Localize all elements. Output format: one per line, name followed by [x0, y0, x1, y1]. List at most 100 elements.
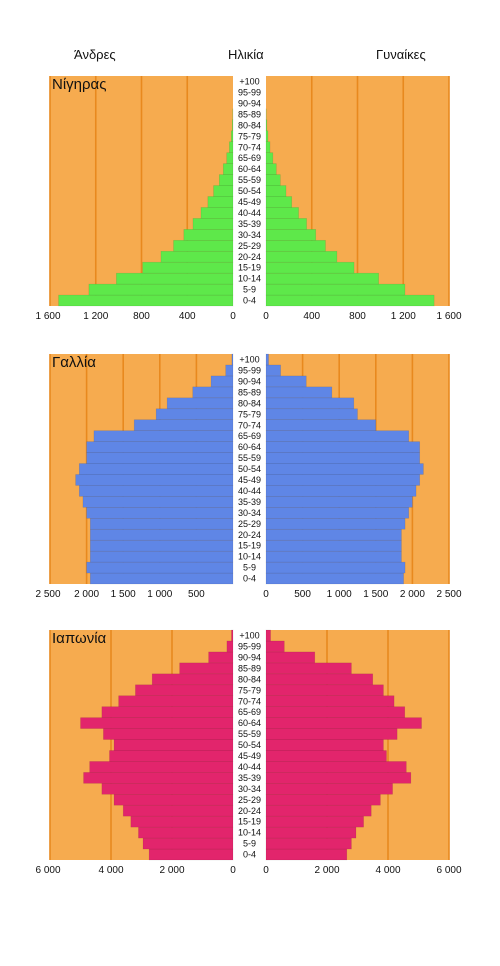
pyramid-svg: 0-45-910-1415-1920-2425-2930-3435-3940-4… — [35, 629, 462, 876]
bar-men-95-99 — [226, 640, 234, 653]
bar-men-0-4 — [148, 848, 234, 861]
bar-women-+100 — [265, 353, 269, 366]
x-tick-label-left: 1 000 — [147, 589, 172, 600]
bar-women-65-69 — [265, 706, 406, 718]
bar-women-40-44 — [265, 761, 407, 773]
age-label: 60-64 — [238, 164, 261, 174]
x-tick-label-right: 800 — [349, 311, 366, 322]
bar-men-40-44 — [78, 485, 234, 497]
bar-men-25-29 — [89, 517, 234, 530]
bar-men-60-64 — [222, 163, 234, 175]
chart-title: Ιαπωνία — [52, 630, 107, 647]
bar-men-35-39 — [83, 772, 234, 784]
bar-men-25-29 — [173, 239, 234, 252]
age-label: 30-34 — [238, 230, 261, 240]
bar-women-+100 — [265, 629, 271, 642]
age-label: 65-69 — [238, 153, 261, 163]
bar-women-25-29 — [265, 517, 406, 530]
bar-women-75-79 — [265, 684, 384, 697]
age-label: 75-79 — [238, 685, 261, 695]
bar-men-75-79 — [155, 408, 234, 421]
age-label: 60-64 — [238, 442, 261, 452]
bar-women-30-34 — [265, 229, 317, 241]
bar-women-10-14 — [265, 550, 402, 563]
x-tick-label-left: 800 — [133, 311, 150, 322]
bar-men-50-54 — [78, 463, 234, 475]
bar-men-5-9 — [142, 837, 234, 850]
x-tick-label-right: 0 — [263, 311, 269, 322]
pyramid-chart-japan: Ιαπωνία 0-4 5-9 10-14 15-19 20-24 25-29 30-34 3… — [0, 622, 500, 876]
x-tick-label-right: 500 — [294, 589, 311, 600]
bar-women-45-49 — [265, 474, 421, 486]
x-tick-label-right: 6 000 — [436, 865, 461, 876]
pyramid-chart-france: Γαλλία 0-4 5-9 10-14 15-19 20-24 25-29 30-34 35… — [0, 346, 500, 604]
bar-women-95-99 — [265, 364, 281, 377]
bar-men-70-74 — [229, 141, 234, 153]
bar-women-25-29 — [265, 793, 381, 806]
age-label: 35-39 — [238, 219, 261, 229]
bar-women-20-24 — [265, 528, 402, 541]
bar-women-75-79 — [265, 130, 269, 143]
age-label: 15-19 — [238, 541, 261, 551]
age-label: 5-9 — [243, 839, 256, 849]
age-label: 25-29 — [238, 241, 261, 251]
x-tick-label-left: 0 — [230, 311, 236, 322]
bar-women-65-69 — [265, 152, 274, 164]
bar-women-20-24 — [265, 250, 338, 263]
age-label: 15-19 — [238, 263, 261, 273]
bar-men-60-64 — [86, 441, 234, 453]
age-label: 5-9 — [243, 563, 256, 573]
bar-men-20-24 — [122, 804, 234, 817]
pyramid-svg: 0-45-910-1415-1920-2425-2930-3435-3940-4… — [35, 353, 462, 600]
bar-women-90-94 — [265, 375, 307, 388]
age-label: 50-54 — [238, 740, 261, 750]
bar-women-0-4 — [265, 294, 435, 307]
bar-women-50-54 — [265, 185, 287, 197]
age-label: 25-29 — [238, 519, 261, 529]
bar-men-15-19 — [130, 815, 234, 828]
age-label: 70-74 — [238, 420, 261, 430]
bar-men-85-89 — [192, 386, 234, 399]
pyramid-chart-niger: Νίγηρας 0-4 5-9 10-14 15-19 20-24 25-29 30-34 3… — [0, 68, 500, 330]
age-label: 40-44 — [238, 208, 261, 218]
bar-men-40-44 — [89, 761, 234, 773]
bar-women-70-74 — [265, 695, 395, 707]
x-tick-label-left: 1 500 — [111, 589, 136, 600]
x-tick-label-left: 1 600 — [35, 311, 60, 322]
pyramid-svg: 0-45-910-1415-1920-2425-2930-3435-3940-4… — [35, 76, 462, 322]
bar-men-75-79 — [135, 684, 234, 697]
bar-men-70-74 — [118, 695, 234, 707]
bar-women-55-59 — [265, 452, 421, 464]
age-label: 45-49 — [238, 751, 261, 761]
x-tick-label-left: 4 000 — [98, 865, 123, 876]
bar-men-10-14 — [116, 272, 234, 285]
bar-men-70-74 — [133, 419, 234, 431]
age-label: 50-54 — [238, 464, 261, 474]
bar-women-30-34 — [265, 507, 410, 519]
bar-men-45-49 — [207, 196, 234, 208]
age-label: 55-59 — [238, 175, 261, 185]
bar-women-35-39 — [265, 218, 307, 230]
age-label: +100 — [239, 355, 259, 365]
bar-women-40-44 — [265, 207, 299, 219]
age-label: 45-49 — [238, 197, 261, 207]
x-tick-label-left: 400 — [179, 311, 196, 322]
x-tick-label-right: 1 000 — [327, 589, 352, 600]
age-label: 40-44 — [238, 486, 261, 496]
bar-women-65-69 — [265, 430, 410, 442]
bar-women-25-29 — [265, 239, 326, 252]
bar-women-55-59 — [265, 174, 281, 186]
bar-women-90-94 — [265, 651, 316, 664]
bar-women-0-4 — [265, 572, 404, 585]
bar-men-35-39 — [82, 496, 234, 508]
bar-men-65-69 — [101, 706, 234, 718]
age-label: 0-4 — [243, 850, 256, 860]
bar-women-60-64 — [265, 441, 421, 453]
bar-women-75-79 — [265, 408, 358, 421]
age-header: Ηλικία — [228, 47, 264, 62]
age-label: 0-4 — [243, 574, 256, 584]
bar-men-30-34 — [183, 229, 234, 241]
chart-title: Νίγηρας — [52, 76, 107, 93]
x-tick-label-right: 0 — [263, 865, 269, 876]
age-label: 30-34 — [238, 784, 261, 794]
